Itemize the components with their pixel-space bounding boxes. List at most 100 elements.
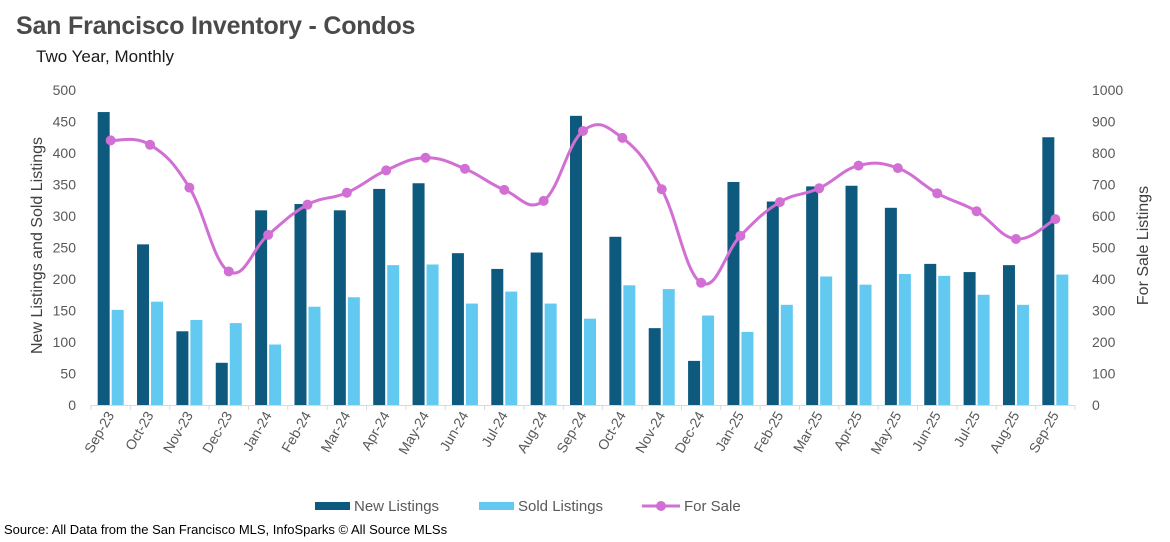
- for-sale-point-aug-24: [538, 195, 549, 206]
- bar-sold-listings-jul-24: [505, 291, 518, 405]
- x-tick-label: Jul-24: [478, 408, 511, 449]
- legend-marker-for-sale: [656, 501, 666, 511]
- bar-sold-listings-oct-23: [151, 301, 164, 405]
- for-sale-point-sep-23: [105, 135, 116, 146]
- x-tick-label: Sep-24: [553, 408, 590, 455]
- for-sale-point-feb-25: [774, 197, 785, 208]
- bar-sold-listings-jul-25: [977, 294, 990, 405]
- bar-new-listings-jul-24: [491, 268, 504, 405]
- bar-sold-listings-jun-24: [465, 303, 478, 405]
- bar-new-listings-aug-24: [530, 252, 543, 405]
- bar-new-listings-feb-25: [766, 201, 779, 405]
- for-sale-point-may-25: [892, 163, 903, 174]
- bar-sold-listings-nov-23: [190, 319, 203, 405]
- bar-new-listings-jan-24: [255, 210, 268, 405]
- for-sale-point-dec-23: [223, 266, 234, 277]
- for-sale-point-apr-24: [381, 165, 392, 176]
- bar-new-listings-mar-25: [806, 186, 819, 405]
- for-sale-point-sep-24: [578, 125, 588, 136]
- bar-new-listings-oct-23: [137, 244, 150, 405]
- bars-layer: [97, 112, 1069, 406]
- x-tick-label: Aug-25: [986, 408, 1023, 455]
- left-tick-label: 0: [68, 397, 76, 413]
- x-tick-label: Jan-24: [239, 408, 274, 453]
- x-tick-label: Nov-23: [160, 408, 197, 455]
- for-sale-point-may-24: [420, 152, 431, 163]
- x-tick-label: Aug-24: [514, 408, 551, 455]
- for-sale-point-apr-25: [853, 160, 864, 171]
- for-sale-point-sep-25: [1050, 214, 1061, 225]
- left-tick-label: 500: [53, 82, 77, 98]
- for-sale-point-aug-25: [1010, 233, 1021, 244]
- left-axis-ticks: 0 50 100 150 200 250 300 350 400 450 500: [53, 82, 77, 413]
- bar-new-listings-jun-24: [451, 253, 464, 405]
- bar-sold-listings-sep-24: [584, 318, 596, 405]
- for-sale-line: [109, 123, 1057, 286]
- for-sale-point-jul-24: [499, 184, 510, 195]
- for-sale-point-oct-24: [617, 132, 628, 143]
- bar-sold-listings-dec-23: [229, 323, 242, 405]
- bar-new-listings-mar-24: [333, 210, 346, 405]
- x-tick-label: Jun-25: [909, 408, 944, 453]
- legend-label-new-listings: New Listings: [354, 498, 439, 515]
- bar-sold-listings-apr-25: [859, 284, 872, 405]
- x-tick-label: Dec-24: [671, 408, 708, 455]
- bar-new-listings-dec-23: [215, 362, 228, 405]
- right-tick-label: 400: [1092, 271, 1116, 287]
- bar-sold-listings-dec-24: [702, 315, 715, 405]
- for-sale-point-jul-25: [971, 206, 982, 217]
- x-tick-label: Sep-23: [81, 408, 118, 455]
- bar-sold-listings-jun-25: [938, 275, 951, 405]
- right-tick-label: 200: [1092, 334, 1116, 350]
- bar-new-listings-nov-23: [176, 331, 189, 405]
- x-tick-label: Dec-23: [199, 408, 236, 455]
- legend-label-for-sale: For Sale: [684, 498, 741, 515]
- bar-sold-listings-mar-25: [820, 276, 833, 405]
- bar-new-listings-sep-24: [570, 115, 582, 405]
- for-sale-point-nov-23: [184, 182, 195, 193]
- x-tick-label: Nov-24: [632, 408, 669, 455]
- x-tick-label: May-25: [867, 408, 904, 457]
- left-tick-label: 450: [53, 114, 77, 130]
- x-tick-label: Jan-25: [712, 408, 747, 453]
- right-axis-title: For Sale Listings: [1135, 186, 1152, 305]
- bar-new-listings-may-25: [884, 207, 897, 405]
- right-tick-label: 1000: [1092, 82, 1123, 98]
- for-sale-point-jun-25: [932, 188, 943, 199]
- left-tick-label: 100: [53, 334, 77, 350]
- x-tick-label: Jun-24: [436, 408, 471, 453]
- x-tick-label: May-24: [395, 408, 432, 457]
- for-sale-point-jan-25: [735, 230, 746, 241]
- left-tick-label: 150: [53, 303, 77, 319]
- bar-new-listings-sep-23: [97, 112, 110, 406]
- bar-sold-listings-sep-25: [1056, 274, 1069, 405]
- bar-new-listings-apr-24: [373, 188, 386, 405]
- x-tick-label: Feb-24: [278, 408, 314, 455]
- for-sale-point-jan-24: [263, 229, 274, 240]
- bar-new-listings-oct-24: [609, 236, 622, 405]
- bar-new-listings-nov-24: [648, 328, 661, 405]
- left-tick-label: 200: [53, 271, 77, 287]
- x-tick-label: Oct-23: [122, 408, 157, 453]
- bar-new-listings-apr-25: [845, 185, 858, 405]
- for-sale-point-mar-25: [814, 183, 825, 194]
- bar-new-listings-jan-25: [727, 181, 740, 405]
- bar-new-listings-feb-24: [294, 204, 307, 405]
- bar-sold-listings-sep-23: [111, 309, 124, 405]
- left-tick-label: 350: [53, 177, 77, 193]
- left-tick-label: 400: [53, 145, 77, 161]
- x-tick-label: Oct-24: [594, 408, 629, 453]
- for-sale-point-dec-24: [696, 277, 707, 288]
- right-tick-label: 100: [1092, 366, 1116, 382]
- x-tick-label: Mar-25: [790, 408, 826, 455]
- legend: New Listings Sold Listings For Sale: [315, 498, 741, 515]
- for-sale-line-layer: [105, 123, 1061, 288]
- for-sale-point-nov-24: [656, 184, 667, 195]
- x-tick-label: Mar-24: [317, 408, 353, 455]
- bar-new-listings-jun-25: [924, 263, 937, 405]
- for-sale-point-jun-24: [459, 163, 470, 174]
- for-sale-point-oct-23: [145, 139, 156, 150]
- bar-sold-listings-apr-24: [387, 265, 400, 405]
